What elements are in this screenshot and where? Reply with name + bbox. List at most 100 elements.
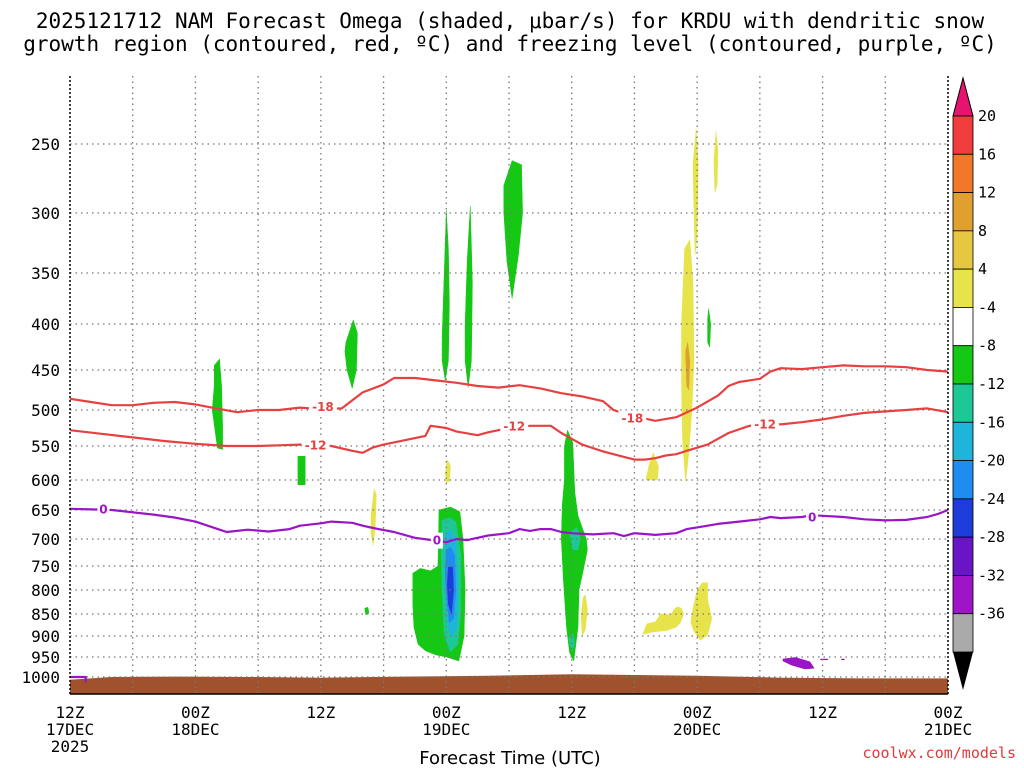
- y-tick-300: 300: [31, 204, 60, 223]
- y-axis-ticks: 250 300 350 400 450 500 550 600 650 700 750 800 850 9…: [21, 135, 60, 687]
- contour-0C: [69, 507, 949, 544]
- colorbar-bottom-arrow: [953, 652, 973, 690]
- y-tick-400: 400: [31, 315, 60, 334]
- contour-label-0: -18: [312, 400, 334, 414]
- colorbar-top-arrow: [952, 76, 974, 117]
- y-tick-450: 450: [31, 361, 60, 380]
- colorbar-label-3: 8: [978, 222, 987, 240]
- y-tick-250: 250: [31, 135, 60, 154]
- contour-label-1: -18: [621, 412, 643, 426]
- omega-area-3: [441, 210, 450, 381]
- contour-label-4: -12: [754, 417, 776, 431]
- omega-area-2: [297, 455, 306, 486]
- colorbar-swatch-3: [952, 230, 974, 270]
- contour-label-bg-2: [301, 437, 330, 454]
- colorbar-swatch-8: [952, 421, 974, 461]
- x-tick-7-line2: 21DEC: [924, 720, 972, 739]
- contour-layer: [69, 364, 949, 683]
- x-tick-3-line2: 19DEC: [422, 720, 470, 739]
- colorbar-label-7: -12: [978, 375, 1005, 393]
- colorbar-swatch-10: [952, 498, 974, 538]
- x-tick-5-line1: 00Z: [683, 703, 712, 722]
- y-tick-600: 600: [31, 471, 60, 490]
- omega-area-6: [707, 308, 711, 348]
- x-tick-0-line1: 12Z: [56, 703, 85, 722]
- colorbar-label-6: -8: [978, 337, 996, 355]
- colorbar-swatch-12: [952, 575, 974, 615]
- colorbar-label-1: 16: [978, 145, 996, 163]
- terrain-layer: [70, 674, 948, 694]
- colorbar-swatch-5: [952, 307, 974, 347]
- contour-label-5: 0: [99, 502, 107, 516]
- contour-label-bg-6: [430, 532, 443, 549]
- x-tick-0-line2: 17DEC: [46, 720, 94, 739]
- x-tick-6-line1: 12Z: [808, 703, 837, 722]
- x-tick-1-line1: 00Z: [181, 703, 210, 722]
- contour-label-bg-1: [618, 410, 647, 427]
- contour-label-bg-5: [97, 501, 110, 518]
- colorbar-label-10: -24: [978, 490, 1005, 508]
- colorbar-label-9: -20: [978, 452, 1005, 470]
- plot-frame: [69, 76, 949, 695]
- colorbar-label-4: 4: [978, 260, 987, 278]
- colorbar-swatch-4: [952, 268, 974, 308]
- x-tick-3-line1: 00Z: [432, 703, 461, 722]
- x-tick-5-line2: 20DEC: [673, 720, 721, 739]
- credit-text: coolwx.com/models: [862, 744, 1016, 762]
- omega-area-20: [690, 582, 713, 641]
- y-tick-900: 900: [31, 627, 60, 646]
- colorbar-label-0: 20: [978, 107, 996, 125]
- contour-label-bg-3: [500, 418, 529, 435]
- colorbar-swatch-11: [952, 536, 974, 576]
- y-tick-500: 500: [31, 401, 60, 420]
- x-tick-2-line1: 12Z: [306, 703, 335, 722]
- omega-area-19: [642, 606, 684, 635]
- x-tick-4-line1: 12Z: [557, 703, 586, 722]
- colorbar-label-12: -32: [978, 566, 1005, 584]
- omega-area-1: [344, 319, 358, 389]
- contour-label-bg-7: [806, 509, 819, 526]
- y-tick-850: 850: [31, 605, 60, 624]
- omega-area-15: [568, 633, 576, 652]
- contour-label-7: 0: [808, 511, 816, 525]
- colorbar-swatch-13: [952, 613, 974, 653]
- colorbar-label-5: -4: [978, 298, 996, 316]
- colorbar-swatch-1: [952, 153, 974, 193]
- y-tick-1000: 1000: [21, 668, 60, 687]
- omega-area-0: [211, 358, 223, 450]
- colorbar-swatch-9: [952, 460, 974, 500]
- y-tick-650: 650: [31, 501, 60, 520]
- colorbar-swatch-7: [952, 383, 974, 423]
- y-tick-950: 950: [31, 648, 60, 667]
- omega-area-18: [713, 131, 719, 193]
- colorbar: 20 16 12 8 4 -4 -8 -12 -16 -20 -24 -28 -32 -36: [952, 76, 1005, 690]
- contour-0C-sfc: [70, 675, 87, 683]
- terrain-surface: [70, 674, 948, 694]
- omega-area-21: [645, 452, 659, 481]
- colorbar-swatch-2: [952, 192, 974, 232]
- omega-area-26: [782, 657, 815, 670]
- omega-area-24: [444, 458, 451, 484]
- x-tick-7-line1: 00Z: [934, 703, 963, 722]
- colorbar-label-2: 12: [978, 184, 996, 202]
- chart-title-line1: 2025121712 NAM Forecast Omega (shaded, μ…: [36, 9, 985, 33]
- contour--12C: [69, 407, 949, 461]
- omega-shading-layer: [211, 129, 845, 670]
- y-tick-550: 550: [31, 437, 60, 456]
- omega-area-25: [685, 342, 691, 391]
- contour-label-6: 0: [433, 534, 441, 548]
- contour--18C: [69, 364, 949, 422]
- y-tick-750: 750: [31, 557, 60, 576]
- omega-area-27: [820, 658, 829, 661]
- y-tick-800: 800: [31, 581, 60, 600]
- contour-label-3: -12: [503, 420, 525, 434]
- x-axis-label: Forecast Time (UTC): [419, 748, 600, 768]
- omega-area-28: [841, 658, 845, 661]
- x-tick-0-line3: 2025: [51, 737, 90, 756]
- contour-label-bg-4: [751, 416, 780, 433]
- omega-area-4: [464, 206, 473, 388]
- colorbar-label-13: -36: [978, 605, 1005, 623]
- colorbar-label-8: -16: [978, 413, 1005, 431]
- omega-area-9: [364, 606, 370, 616]
